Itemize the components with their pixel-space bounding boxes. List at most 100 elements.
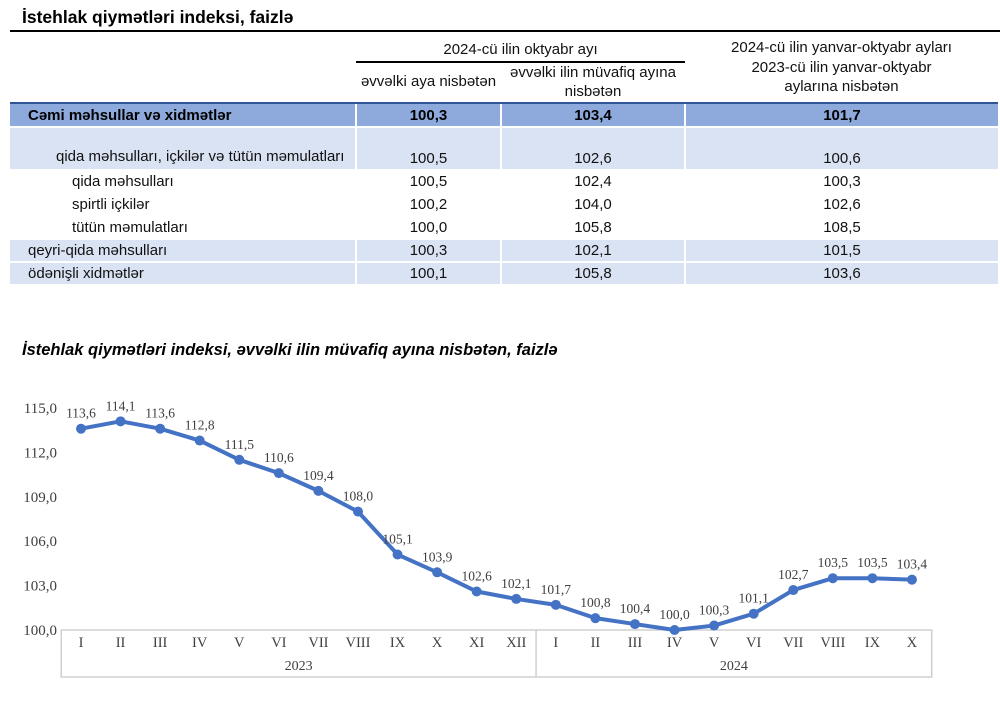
- data-point-label: 112,8: [185, 418, 215, 433]
- cpi-table: 2024-cü ilin oktyabr ayı 2024-cü ilin ya…: [10, 33, 998, 286]
- row-value: 102,6: [684, 193, 998, 217]
- column-header-line: aylarına nisbətən: [784, 78, 899, 96]
- x-axis-month-label: I: [553, 635, 558, 651]
- data-point-label: 111,5: [225, 437, 255, 452]
- data-point-marker: [550, 599, 561, 610]
- row-value: 100,0: [355, 216, 501, 240]
- row-value: 101,7: [684, 102, 998, 128]
- data-point-marker: [352, 506, 363, 517]
- column-header-line: 2023-cü ilin yanvar-oktyabr: [751, 58, 932, 76]
- row-value: 100,5: [355, 170, 501, 194]
- data-point-marker: [115, 416, 126, 427]
- data-point-label: 101,1: [739, 591, 769, 606]
- data-point-label: 103,5: [857, 555, 888, 570]
- data-point-label: 109,4: [303, 468, 334, 483]
- x-axis-box: [60, 629, 933, 678]
- x-axis-month-label: V: [709, 635, 720, 651]
- row-label: Cəmi məhsullar və xidmətlər: [10, 102, 356, 128]
- column-header-prev-year-month: əvvəlki ilin müvafiq ayına nisbətən: [510, 63, 676, 100]
- row-value: 103,4: [500, 102, 685, 128]
- x-axis-year-label: 2024: [720, 659, 748, 674]
- row-value: 100,2: [355, 193, 501, 217]
- data-point-label: 113,6: [145, 406, 175, 421]
- x-axis-month-label: XI: [469, 635, 484, 651]
- data-point-marker: [590, 613, 601, 624]
- x-axis-year-label: 2023: [285, 659, 313, 674]
- row-value: 100,3: [355, 239, 501, 263]
- row-label: ödənişli xidmətlər: [10, 262, 356, 286]
- row-value: 100,3: [684, 170, 998, 194]
- x-axis-month-label: IX: [390, 635, 406, 651]
- data-point-label: 101,7: [541, 582, 572, 597]
- data-point-marker: [392, 549, 403, 560]
- x-axis-month-label: VIII: [346, 635, 371, 651]
- table-row-total: Cəmi məhsullar və xidmətlər 100,3 103,4 …: [10, 102, 998, 128]
- data-point-label: 108,0: [343, 489, 374, 504]
- data-point-marker: [906, 574, 917, 585]
- row-value: 100,6: [684, 127, 998, 171]
- header-spacer: [10, 33, 356, 62]
- x-axis-month-label: V: [234, 635, 245, 651]
- x-axis-month-label: X: [907, 635, 918, 651]
- x-axis-month-label: II: [591, 635, 601, 651]
- x-axis-month-label: VII: [308, 635, 328, 651]
- header-spacer: [10, 62, 356, 103]
- data-point-label: 100,8: [580, 595, 611, 610]
- row-value: 108,5: [684, 216, 998, 240]
- table-row: spirtli içkilər 100,2 104,0 102,6: [10, 193, 998, 217]
- x-axis-month-label: VIII: [820, 635, 845, 651]
- row-value: 101,5: [684, 239, 998, 263]
- table-row: tütün məmulatları 100,0 105,8 108,5: [10, 216, 998, 240]
- y-axis-label: 103,0: [23, 579, 57, 595]
- row-label: qida məhsulları, içkilər və tütün məmula…: [10, 127, 356, 171]
- data-point-label: 114,1: [106, 398, 136, 413]
- data-point-label: 100,0: [659, 607, 690, 622]
- data-point-label: 102,1: [501, 576, 531, 591]
- x-axis-month-label: I: [79, 635, 84, 651]
- data-point-marker: [155, 423, 166, 434]
- data-point-marker: [629, 619, 640, 630]
- data-point-label: 100,4: [620, 601, 651, 616]
- data-point-label: 103,4: [897, 557, 928, 572]
- x-axis-month-label: VI: [746, 635, 761, 651]
- cpi-line-chart: 100,0 103,0 106,0 109,0 112,0 115,0 I II III IV V V…: [0, 380, 1000, 723]
- row-label: qida məhsulları: [10, 170, 356, 194]
- y-axis-label: 100,0: [23, 623, 57, 639]
- table-row: qida məhsulları, içkilər və tütün məmula…: [10, 127, 998, 171]
- x-axis-month-label: IV: [667, 635, 683, 651]
- row-value: 100,5: [355, 127, 501, 171]
- row-label: tütün məmulatları: [10, 216, 356, 240]
- data-point-marker: [669, 625, 680, 635]
- row-value: 102,1: [500, 239, 685, 263]
- x-axis-month-label: III: [153, 635, 168, 651]
- data-point-marker: [194, 435, 205, 446]
- table-header-row-group: 2024-cü ilin oktyabr ayı 2024-cü ilin ya…: [10, 33, 998, 95]
- table-row: qida məhsulları 100,5 102,4 100,3: [10, 170, 998, 194]
- y-axis-label: 115,0: [24, 401, 57, 417]
- data-point-marker: [827, 573, 838, 584]
- data-point-marker: [273, 468, 284, 479]
- data-point-marker: [432, 567, 443, 578]
- data-point-label: 103,5: [818, 555, 849, 570]
- data-point-marker: [867, 573, 878, 584]
- data-point-marker: [748, 608, 759, 619]
- x-axis-month-label: XII: [506, 635, 526, 651]
- data-point-label: 105,1: [382, 532, 412, 547]
- data-point-marker: [788, 585, 799, 596]
- data-point-label: 103,9: [422, 549, 453, 564]
- data-point-marker: [234, 454, 245, 465]
- row-value: 105,8: [500, 216, 685, 240]
- data-point-label: 100,3: [699, 603, 730, 618]
- data-point-label: 113,6: [66, 406, 96, 421]
- x-axis-month-label: VI: [271, 635, 286, 651]
- column-header-jan-oct: 2024-cü ilin yanvar-oktyabr ayları 2023-…: [685, 33, 998, 103]
- y-axis-label: 109,0: [23, 490, 57, 506]
- table-row: ödənişli xidmətlər 100,1 105,8 103,6: [10, 262, 998, 286]
- x-axis-month-label: IX: [865, 635, 881, 651]
- y-axis-label: 112,0: [24, 445, 57, 461]
- column-header-line: 2024-cü ilin yanvar-oktyabr ayları: [731, 39, 952, 57]
- table-header-row-sub: əvvəlki aya nisbətən əvvəlki ilin müvafi…: [10, 62, 998, 103]
- y-axis-label: 106,0: [23, 534, 57, 550]
